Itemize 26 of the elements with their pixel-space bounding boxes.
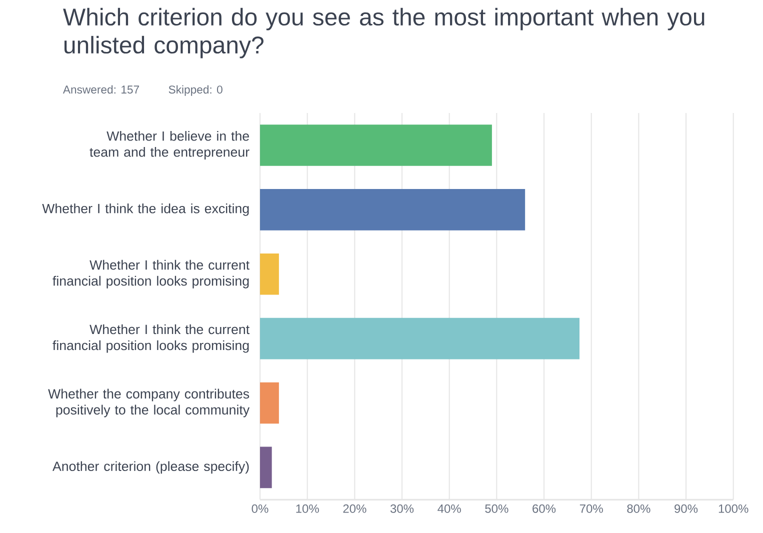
- x-tick-label: 70%: [580, 504, 603, 513]
- y-tick-label: Another criterion (please specify): [52, 461, 249, 474]
- bar: [260, 253, 279, 295]
- x-tick-label: 60%: [532, 504, 556, 513]
- x-tick-label: 50%: [485, 504, 508, 513]
- text: Answered: 157: [62, 85, 139, 94]
- bar: [260, 189, 526, 230]
- chart-title: Which criterion do you see as the most important when you unlisted company?: [63, 8, 704, 58]
- x-tick-label: 90%: [674, 504, 698, 513]
- bar: [260, 446, 272, 488]
- y-tick-label: Whether I believe in the team and the entrepreneur: [90, 131, 250, 160]
- x-tick-label: 10%: [296, 504, 319, 513]
- x-tick-label: 40%: [438, 504, 461, 513]
- y-tick-label: Whether I think the idea is exciting: [42, 203, 249, 216]
- text: Skipped: 0: [168, 85, 222, 96]
- bar: [260, 382, 279, 424]
- y-tick-label: Whether the company contributes positively to the local community: [48, 388, 250, 418]
- y-tick-label: Whether I think the current financial position looks promising: [52, 260, 250, 288]
- x-tick-label: 100%: [718, 504, 748, 513]
- x-tick-label: 0%: [252, 504, 268, 513]
- x-tick-label: 20%: [343, 504, 366, 513]
- bar: [260, 124, 492, 166]
- x-tick-label: 80%: [627, 504, 650, 513]
- y-tick-label: Whether I think the current financial position looks promising: [52, 324, 250, 353]
- bar: [260, 318, 580, 360]
- x-tick-label: 30%: [390, 504, 414, 513]
